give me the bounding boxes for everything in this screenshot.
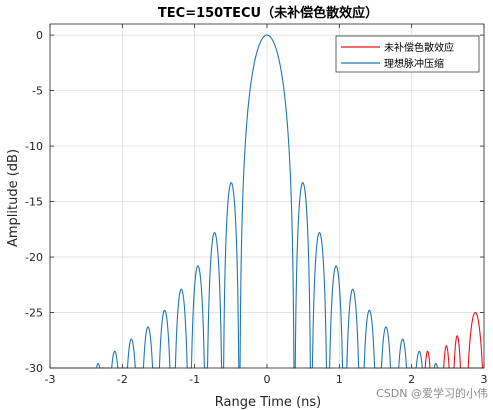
x-tick-label: -2 [117,373,128,386]
chart-title: TEC=150TECU（未补偿色散效应） [158,5,378,21]
legend-box [335,35,480,73]
y-tick-label: -25 [25,307,43,320]
y-tick-label: -30 [25,362,43,375]
y-tick-label: -15 [25,196,43,209]
legend-label-ideal: 理想脉冲压缩 [384,57,444,70]
x-tick-label: 0 [264,373,271,386]
y-axis-label: Amplitude (dB) [6,149,21,247]
axis-ticks: -3 -2 -1 0 1 2 30-5-10-15-20-25-30 [25,24,488,386]
y-tick-label: 0 [36,29,43,42]
x-axis-label: Range Time (ns) [215,395,321,410]
plot-area: -3 -2 -1 0 1 2 30-5-10-15-20-25-30 [25,23,488,386]
y-tick-label: -20 [25,251,43,264]
y-tick-label: -10 [25,140,43,153]
x-tick-label: -1 [189,373,200,386]
x-tick-label: 3 [481,373,488,386]
y-tick-label: -5 [32,85,43,98]
x-tick-label: 1 [336,373,343,386]
watermark-text: CSDN @爱学习的小伟 [376,386,488,400]
legend-label-uncompensated: 未补偿色散效应 [384,41,454,54]
x-tick-label: -3 [45,373,56,386]
legend: 未补偿色散效应 理想脉冲压缩 [335,35,480,73]
x-tick-label: 2 [408,373,415,386]
